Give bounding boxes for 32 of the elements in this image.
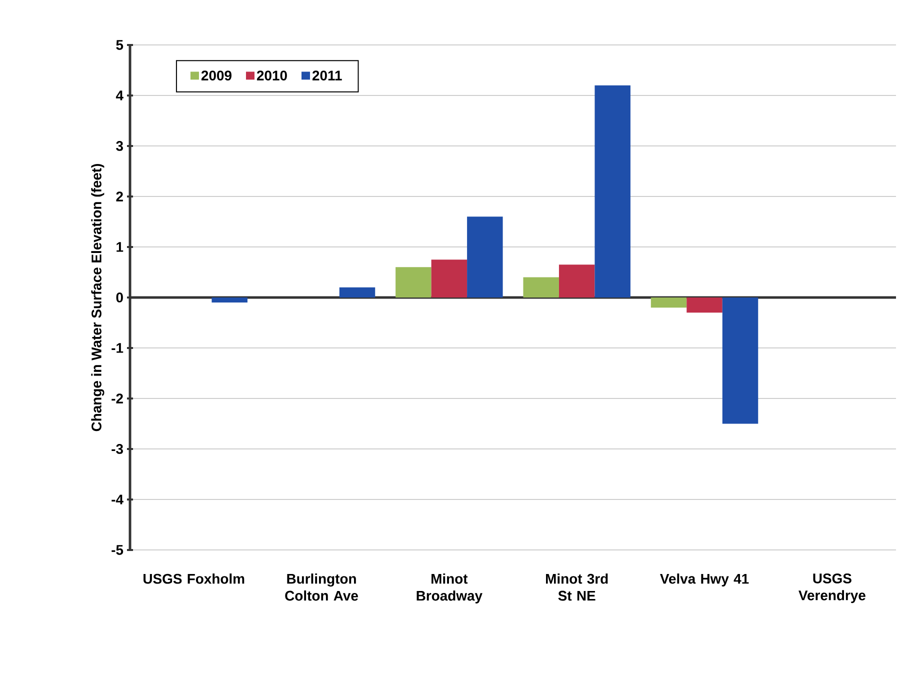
x-tick-label: Velva Hwy 41 [660, 574, 749, 586]
x-tick-label: Burlington Colton Ave [285, 574, 358, 601]
y-tick-label: 2 [116, 192, 123, 202]
y-tick-label: -3 [112, 444, 123, 454]
bar [722, 297, 758, 424]
y-axis-title: Change in Water Surface Elevation (feet) [91, 164, 104, 432]
y-tick-label: 1 [116, 242, 124, 252]
bar [650, 297, 687, 308]
y-tick-label: -2 [112, 394, 123, 404]
x-tick-label: Minot 3rd St NE [546, 574, 608, 601]
bar [686, 297, 722, 313]
y-tick-label: 0 [116, 292, 123, 302]
y-tick-label: 4 [116, 90, 124, 100]
x-tick-label: USGS Verendrye [798, 573, 866, 604]
legend-label: 2011 [312, 70, 342, 80]
y-tick-label: -1 [112, 343, 124, 353]
y-tick-label: -5 [112, 545, 124, 555]
bar [212, 297, 248, 303]
y-tick-label: -4 [112, 494, 124, 504]
bar [396, 267, 432, 298]
bar [431, 260, 468, 298]
bar [339, 287, 376, 298]
bar [558, 264, 595, 298]
bar [594, 85, 630, 298]
bar [467, 216, 503, 298]
x-tick-label: USGS Foxholm [144, 574, 244, 584]
legend-label: 2010 [256, 70, 287, 80]
legend-label: 2009 [201, 70, 232, 80]
y-tick-label: 3 [116, 141, 123, 151]
y-tick-label: 5 [116, 40, 124, 50]
x-tick-label: Minot Broadway [416, 574, 482, 604]
bar [523, 277, 559, 298]
